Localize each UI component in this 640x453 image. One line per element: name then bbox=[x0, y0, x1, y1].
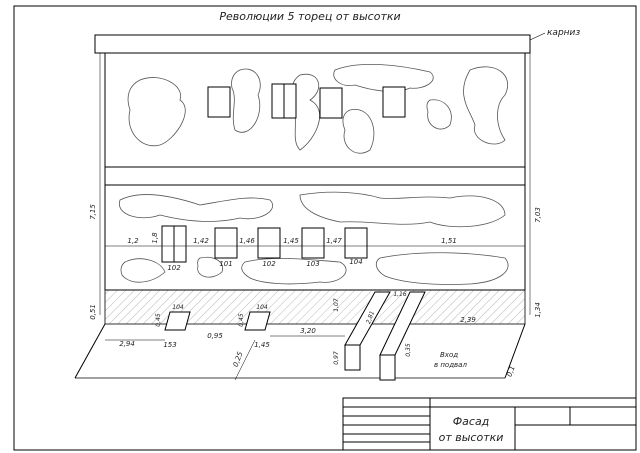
stair-dim-4: 0,97 bbox=[333, 351, 340, 365]
dim-row-7: 1,51 bbox=[441, 237, 457, 245]
sheet-frame bbox=[13, 5, 637, 451]
stair-dim-3: 1,16 bbox=[393, 291, 407, 298]
bw2-bottom: 1,45 bbox=[254, 341, 270, 349]
damage-patches-upper bbox=[127, 63, 508, 154]
ground-dim-4: 2,39 bbox=[460, 316, 476, 324]
bw1-side: 0,45 bbox=[155, 313, 162, 327]
bw1-bottom: 153 bbox=[163, 341, 176, 349]
upper-windows bbox=[207, 83, 406, 119]
stamp-line-2: от высотки bbox=[439, 431, 504, 444]
damage-patches-lower bbox=[119, 191, 509, 285]
cornice bbox=[94, 34, 531, 54]
bw2-top: 104 bbox=[256, 304, 268, 311]
stair-dim-1: 1,07 bbox=[333, 298, 340, 312]
basement-windows bbox=[164, 311, 271, 331]
title-block bbox=[342, 397, 637, 451]
window-width-5: 104 bbox=[349, 258, 362, 266]
dim-row-1: 1,2 bbox=[127, 237, 139, 245]
lower-windows bbox=[161, 225, 368, 263]
window-width-3: 102 bbox=[262, 260, 276, 268]
entry-label-1: Вход bbox=[440, 351, 458, 359]
dim-row-3: 1,42 bbox=[193, 237, 209, 245]
ground-dim-2: 0,95 bbox=[207, 332, 223, 340]
drawing-title: Революции 5 торец от высотки bbox=[219, 10, 400, 23]
left-height-2: 0,51 bbox=[89, 304, 97, 320]
right-height-2: 1,34 bbox=[534, 302, 542, 318]
dim-row-2: 1,8 bbox=[151, 232, 159, 244]
bw2-side: 0,45 bbox=[238, 313, 245, 327]
window-width-4: 103 bbox=[306, 260, 319, 268]
dim-row-5: 1,45 bbox=[283, 237, 299, 245]
bw1-top: 104 bbox=[172, 304, 184, 311]
left-height-1: 7,15 bbox=[89, 204, 97, 220]
stair-dim-2: 2,81 bbox=[365, 310, 376, 325]
ground-dim-1: 2,94 bbox=[119, 340, 135, 348]
stair-dim-5: 0,35 bbox=[405, 343, 412, 357]
right-height-1: 7,03 bbox=[534, 207, 542, 223]
window-width-1: 102 bbox=[167, 264, 181, 272]
entry-label-2: в подвал bbox=[434, 361, 467, 369]
basement-stairs bbox=[344, 291, 426, 381]
stamp-line-1: Фасад bbox=[453, 415, 490, 428]
dim-row-4: 1,46 bbox=[239, 237, 255, 245]
ground-dim-5: 0,25 bbox=[232, 350, 245, 368]
cornice-label: карниз bbox=[547, 28, 580, 38]
window-width-2: 101 bbox=[219, 260, 232, 268]
dim-row-6: 1,47 bbox=[326, 237, 342, 245]
ground-dim-3: 3,20 bbox=[300, 327, 316, 335]
ground-dim-6: 0,1 bbox=[505, 365, 516, 378]
